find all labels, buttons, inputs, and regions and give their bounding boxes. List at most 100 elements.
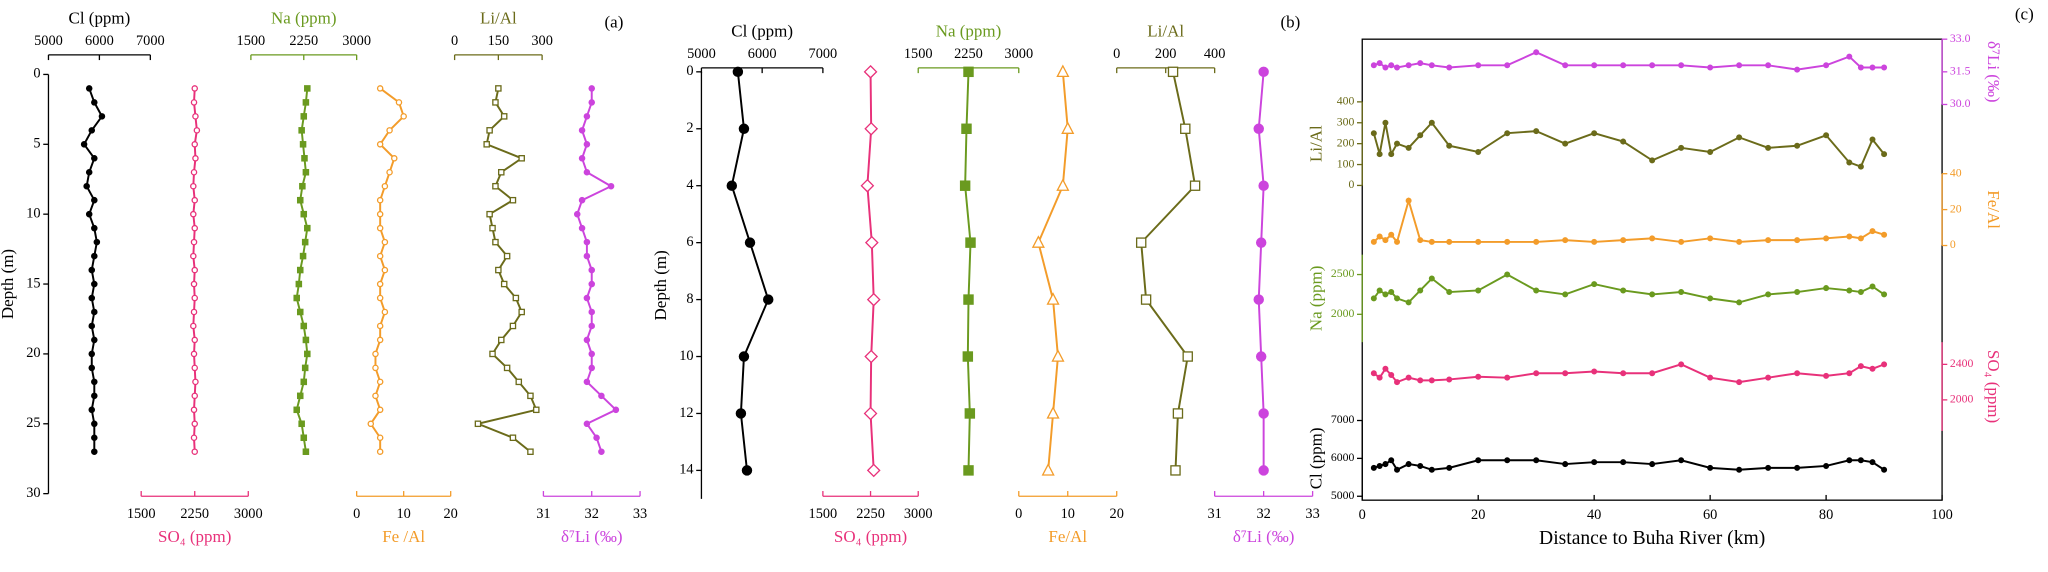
marker	[486, 127, 493, 134]
marker	[1707, 464, 1714, 471]
marker	[495, 266, 502, 274]
marker	[376, 378, 384, 386]
marker	[1382, 64, 1389, 71]
marker	[1504, 62, 1511, 69]
track-title: Na (ppm)	[936, 22, 1002, 41]
marker	[376, 406, 384, 414]
marker	[1417, 132, 1424, 139]
marker	[1707, 374, 1714, 381]
marker	[190, 99, 198, 106]
marker	[1846, 159, 1853, 166]
track-title: Cl (ppm)	[731, 22, 793, 41]
series-line	[1373, 197, 1885, 245]
marker	[381, 266, 389, 274]
marker	[1428, 377, 1435, 384]
marker	[1736, 466, 1743, 473]
marker	[1475, 149, 1482, 156]
marker	[1846, 53, 1853, 60]
marker	[91, 196, 98, 204]
marker	[372, 364, 379, 372]
y-tick-label: 25	[26, 415, 40, 431]
marker	[583, 113, 591, 120]
marker	[1869, 283, 1876, 290]
marker	[509, 196, 517, 204]
marker	[1765, 62, 1772, 69]
y-tick-label: 4	[686, 177, 693, 193]
marker	[376, 85, 384, 92]
marker	[612, 406, 620, 414]
marker	[1649, 62, 1656, 69]
marker	[191, 392, 198, 400]
y-axis-title: δ⁷Li (‰)	[1984, 41, 2003, 103]
y-axis-title: Cl (ppm)	[1307, 428, 1326, 490]
marker	[1794, 370, 1801, 377]
marker	[191, 336, 198, 344]
marker	[376, 280, 384, 288]
marker	[965, 237, 976, 248]
x-tick-label: 0	[353, 506, 360, 522]
marker	[190, 322, 197, 330]
marker	[1562, 461, 1569, 468]
marker	[1736, 134, 1743, 141]
y-tick-label: 10	[26, 205, 40, 221]
marker	[962, 351, 974, 362]
marker	[583, 294, 591, 302]
marker	[1255, 351, 1267, 362]
marker	[1823, 235, 1830, 242]
marker	[190, 350, 198, 358]
marker	[1056, 178, 1070, 191]
marker	[1135, 237, 1147, 248]
marker	[1869, 64, 1876, 71]
marker	[190, 434, 198, 442]
x-tick-label: 5000	[687, 46, 716, 62]
marker	[860, 178, 875, 193]
y-axis-title: Li/Al	[1307, 125, 1326, 162]
marker	[1405, 62, 1412, 69]
marker	[299, 182, 306, 190]
x-tick-label: 0	[451, 33, 458, 49]
marker	[300, 434, 308, 442]
marker	[1189, 180, 1201, 191]
marker	[1649, 461, 1656, 468]
marker	[302, 168, 310, 176]
marker	[300, 322, 308, 330]
marker	[578, 155, 586, 162]
marker	[1253, 123, 1264, 134]
marker	[1382, 365, 1389, 372]
profile-line	[866, 71, 875, 471]
marker	[1394, 379, 1401, 386]
marker	[1846, 370, 1853, 377]
marker	[1707, 295, 1714, 302]
marker	[1370, 238, 1377, 245]
marker	[492, 99, 499, 106]
x-tick-label: 200	[1155, 46, 1177, 62]
track-title: Fe/Al	[1048, 527, 1087, 546]
marker	[1417, 287, 1424, 294]
marker	[1533, 457, 1540, 464]
marker	[304, 224, 311, 232]
marker	[88, 294, 96, 302]
x-tick-label: 32	[1256, 506, 1270, 522]
marker	[588, 350, 596, 358]
marker	[1475, 373, 1482, 380]
marker	[1794, 289, 1801, 296]
marker	[578, 127, 586, 134]
marker	[1881, 231, 1888, 238]
marker	[1504, 238, 1511, 245]
marker	[91, 392, 98, 400]
x-tick-label: 0	[1113, 46, 1120, 62]
marker	[509, 322, 517, 330]
marker	[91, 420, 98, 428]
marker	[85, 85, 93, 92]
marker	[583, 420, 591, 428]
y-tick-label: 33.0	[1950, 32, 1971, 45]
marker	[191, 420, 198, 428]
marker	[1258, 465, 1269, 476]
marker	[1857, 363, 1864, 370]
marker	[1823, 285, 1830, 292]
marker	[588, 364, 596, 372]
marker	[964, 408, 976, 419]
marker	[1504, 374, 1511, 381]
marker	[1857, 289, 1864, 296]
